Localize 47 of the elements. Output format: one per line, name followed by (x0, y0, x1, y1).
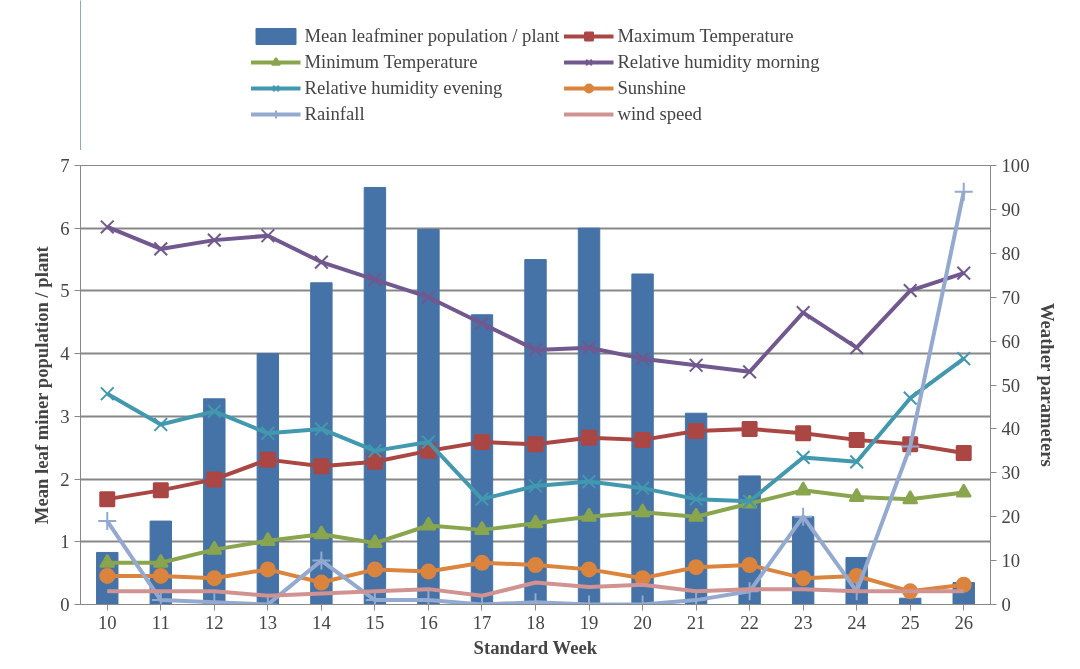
x-tick-label: 12 (205, 611, 224, 633)
y-tick-label: 2 (60, 468, 70, 490)
x-tick-label: 26 (954, 611, 974, 633)
y2-tick-label: 90 (1001, 198, 1021, 220)
y-tick-label: 4 (60, 343, 71, 365)
y-tick-label: 3 (60, 405, 70, 427)
legend-label: Minimum Temperature (304, 51, 478, 73)
legend-label: Relative humidity morning (617, 51, 820, 73)
y2-tick-label: 80 (1001, 242, 1021, 264)
legend-label: Maximum Temperature (617, 25, 794, 47)
y2-tick-label: 100 (1001, 155, 1030, 176)
x-tick-label: 20 (633, 611, 652, 633)
y-tick-label: 1 (60, 531, 70, 553)
x-tick-label: 10 (97, 611, 117, 633)
y-tick-label: 5 (60, 280, 70, 302)
y-tick-label: 6 (60, 217, 70, 239)
legend-label: Mean leafminer population / plant (304, 25, 560, 47)
x-tick-label: 23 (793, 611, 813, 633)
x-tick-label: 16 (419, 611, 438, 633)
legend-label: Rainfall (304, 103, 365, 125)
legend-label: wind speed (617, 103, 702, 125)
x-tick-label: 24 (847, 611, 867, 633)
legend-label: Relative humidity evening (304, 77, 503, 99)
y2-tick-label: 60 (1001, 330, 1021, 352)
y2-tick-label: 70 (1001, 286, 1021, 308)
y-tick-label: 0 (60, 594, 70, 615)
y2-axis-title: Weather parameters (1037, 302, 1059, 467)
y2-tick-label: 30 (1001, 462, 1021, 484)
legend-label: Sunshine (617, 77, 686, 99)
x-tick-label: 13 (258, 611, 278, 633)
y-axis-title: Mean leaf miner population / plant (31, 245, 53, 525)
x-tick-label: 21 (686, 611, 706, 633)
x-tick-label: 18 (526, 611, 545, 633)
x-tick-label: 14 (312, 611, 332, 633)
x-tick-label: 15 (365, 611, 385, 633)
x-tick-label: 17 (472, 611, 492, 633)
y2-tick-label: 40 (1001, 418, 1021, 440)
y2-tick-label: 10 (1001, 550, 1021, 572)
x-tick-label: 22 (740, 611, 759, 633)
x-tick-label: 25 (900, 611, 920, 633)
y2-tick-label: 0 (1001, 594, 1011, 615)
y-tick-label: 7 (60, 155, 70, 176)
x-axis-title: Standard Week (473, 636, 598, 658)
y2-tick-label: 50 (1001, 374, 1021, 396)
x-tick-label: 11 (151, 611, 170, 633)
x-tick-label: 19 (579, 611, 599, 633)
y2-tick-label: 20 (1001, 506, 1021, 528)
